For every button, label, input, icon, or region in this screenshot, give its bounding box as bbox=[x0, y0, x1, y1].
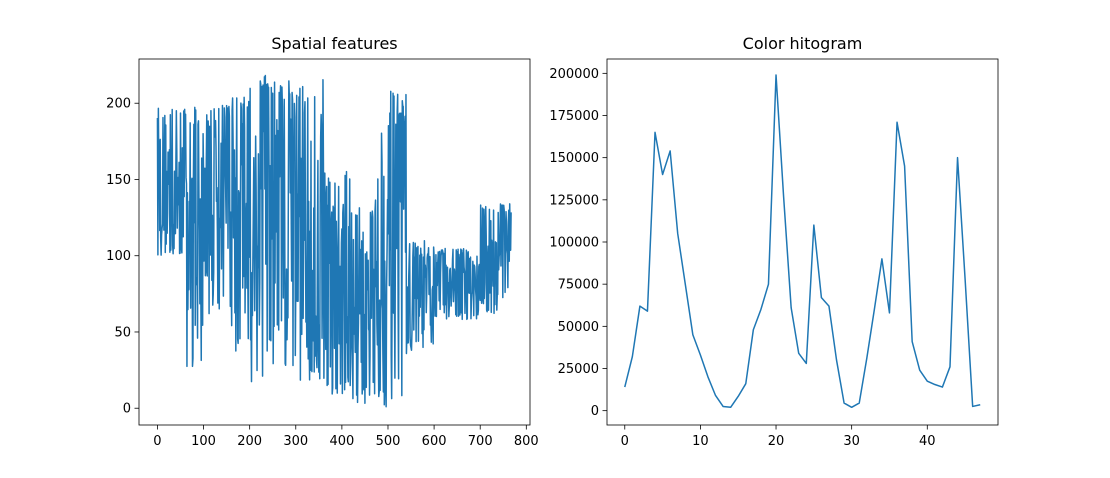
color-histogram-y-tick-label: 125000 bbox=[549, 193, 599, 208]
spatial-features-x-tick-label: 700 bbox=[468, 434, 493, 449]
spatial-features-x-tick-label: 400 bbox=[329, 434, 354, 449]
spatial-features-x-tick-label: 0 bbox=[153, 434, 161, 449]
color-histogram-y-tick-label: 100000 bbox=[549, 236, 599, 251]
color-histogram-y-tick-label: 50000 bbox=[558, 320, 599, 335]
color-histogram-plot-area: 0 10 20 30 40 0 25000 50000 75000 100000 125000 150… bbox=[549, 58, 999, 449]
spatial-features-x-tick-label: 500 bbox=[376, 434, 401, 449]
spatial-features-y-tick-label: 100 bbox=[106, 249, 131, 264]
color-histogram-x-tick-label: 30 bbox=[843, 434, 860, 449]
color-histogram-y-tick-label: 25000 bbox=[558, 362, 599, 377]
spatial-features-panel: Spatial features 0 100 200 300 400 500 600 700 8… bbox=[106, 34, 539, 449]
spatial-features-x-tick-label: 600 bbox=[422, 434, 447, 449]
color-histogram-x-tick-label: 10 bbox=[692, 434, 709, 449]
spatial-features-series-line bbox=[156, 74, 512, 408]
spatial-features-y-tick-label: 0 bbox=[123, 402, 131, 417]
color-histogram-y-tick-label: 175000 bbox=[549, 109, 599, 124]
spatial-features-y-tick-label: 50 bbox=[114, 325, 131, 340]
color-histogram-title: Color hitogram bbox=[743, 34, 863, 53]
color-histogram-x-tick-label: 40 bbox=[919, 434, 936, 449]
color-histogram-series-line bbox=[624, 74, 981, 409]
spatial-features-axes-frame bbox=[138, 58, 531, 426]
color-histogram-y-tick-label: 200000 bbox=[549, 67, 599, 82]
spatial-features-title: Spatial features bbox=[271, 34, 397, 53]
spatial-features-x-tick-label: 800 bbox=[514, 434, 539, 449]
spatial-features-x-tick-label: 100 bbox=[191, 434, 216, 449]
spatial-features-x-tick-label: 200 bbox=[237, 434, 262, 449]
spatial-features-plot-area: 0 100 200 300 400 500 600 700 800 0 50 100 150 200 bbox=[106, 58, 539, 449]
spatial-features-y-tick-label: 200 bbox=[106, 97, 131, 112]
color-histogram-y-tick-label: 75000 bbox=[558, 278, 599, 293]
spatial-features-y-tick-label: 150 bbox=[106, 173, 131, 188]
color-histogram-panel: Color hitogram 0 10 20 30 40 0 25000 50000 75000… bbox=[549, 34, 999, 449]
color-histogram-x-tick-label: 20 bbox=[768, 434, 785, 449]
color-histogram-x-tick-label: 0 bbox=[621, 434, 629, 449]
color-histogram-y-tick-label: 0 bbox=[591, 404, 599, 419]
spatial-features-x-tick-label: 300 bbox=[283, 434, 308, 449]
color-histogram-y-tick-label: 150000 bbox=[549, 151, 599, 166]
